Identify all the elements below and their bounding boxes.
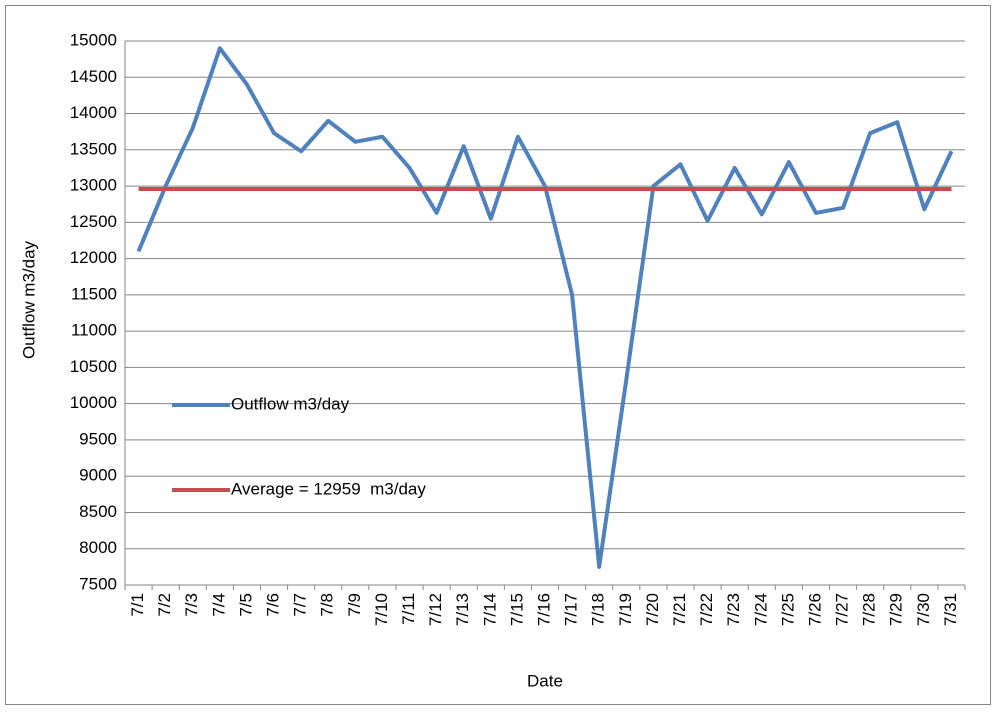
x-tick-label: 7/5 — [236, 593, 255, 617]
x-tick-label: 7/3 — [182, 593, 201, 617]
chart-border — [5, 5, 991, 705]
x-axis-label: Date — [527, 671, 563, 690]
x-tick-label: 7/24 — [751, 593, 770, 626]
x-tick-label: 7/8 — [318, 593, 337, 617]
x-tick-label: 7/31 — [941, 593, 960, 626]
x-tick-label: 7/11 — [399, 593, 418, 625]
x-tick-label: 7/20 — [643, 593, 662, 626]
y-tick-label: 12000 — [70, 248, 117, 267]
y-tick-label: 8000 — [79, 538, 117, 557]
x-tick-label: 7/16 — [534, 593, 553, 626]
x-tick-label: 7/26 — [805, 593, 824, 626]
x-tick-label: 7/25 — [778, 593, 797, 626]
x-tick-label: 7/28 — [860, 593, 879, 626]
x-tick-label: 7/2 — [155, 593, 174, 617]
x-tick-label: 7/6 — [264, 593, 283, 617]
y-tick-label: 14500 — [70, 67, 117, 86]
y-tick-label: 13500 — [70, 139, 117, 158]
y-tick-label: 8500 — [79, 502, 117, 521]
series-line — [136, 46, 954, 569]
y-tick-label: 13000 — [70, 176, 117, 195]
x-tick-label: 7/4 — [209, 593, 228, 617]
x-tick-label: 7/15 — [507, 593, 526, 626]
x-tick-label: 7/22 — [697, 593, 716, 626]
legend-label: Average = 12959 m3/day — [231, 479, 426, 498]
y-tick-label: 9000 — [79, 466, 117, 485]
x-tick-label: 7/21 — [670, 593, 689, 626]
x-tick-label: 7/1 — [128, 593, 147, 617]
x-tick-label: 7/10 — [372, 593, 391, 626]
x-tick-label: 7/19 — [616, 593, 635, 626]
x-tick-label: 7/7 — [291, 593, 310, 617]
x-tick-label: 7/13 — [453, 593, 472, 626]
y-tick-label: 12500 — [70, 212, 117, 231]
x-tick-label: 7/17 — [562, 593, 581, 626]
y-tick-label: 9500 — [79, 429, 117, 448]
x-tick-label: 7/30 — [914, 593, 933, 626]
x-tick-label: 7/12 — [426, 593, 445, 626]
y-axis-label: Outflow m3/day — [19, 240, 38, 359]
y-tick-label: 7500 — [79, 574, 117, 593]
x-tick-label: 7/14 — [480, 593, 499, 626]
legend-label: Outflow m3/day — [231, 394, 350, 413]
y-tick-label: 11000 — [71, 321, 117, 340]
y-tick-label: 10500 — [70, 357, 117, 376]
x-tick-label: 7/23 — [724, 593, 743, 626]
x-tick-label: 7/9 — [345, 593, 364, 617]
x-tick-label: 7/29 — [887, 593, 906, 626]
x-tick-label: 7/18 — [589, 593, 608, 626]
y-tick-label: 11500 — [71, 284, 117, 303]
y-tick-label: 15000 — [70, 30, 117, 49]
y-tick-label: 14000 — [70, 103, 117, 122]
y-tick-label: 10000 — [70, 393, 117, 412]
x-tick-label: 7/27 — [833, 593, 852, 626]
